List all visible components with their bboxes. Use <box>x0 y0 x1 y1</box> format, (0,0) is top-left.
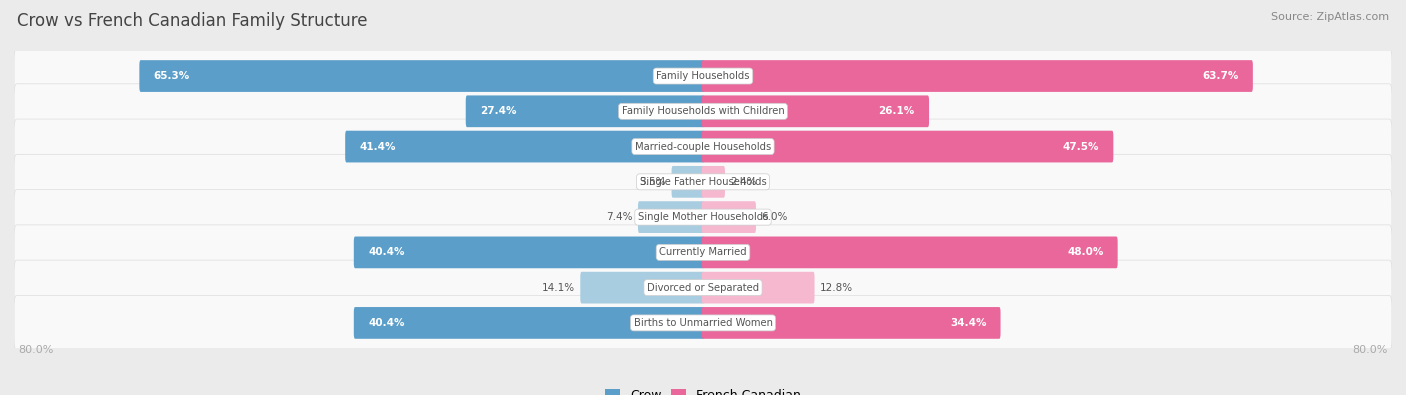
Text: 3.5%: 3.5% <box>640 177 666 187</box>
Text: Family Households: Family Households <box>657 71 749 81</box>
FancyBboxPatch shape <box>14 295 1392 350</box>
Legend: Crow, French Canadian: Crow, French Canadian <box>600 384 806 395</box>
Text: Family Households with Children: Family Households with Children <box>621 106 785 116</box>
FancyBboxPatch shape <box>139 60 704 92</box>
FancyBboxPatch shape <box>14 260 1392 315</box>
Text: Married-couple Households: Married-couple Households <box>636 141 770 152</box>
Text: 2.4%: 2.4% <box>731 177 756 187</box>
Text: 26.1%: 26.1% <box>879 106 915 116</box>
FancyBboxPatch shape <box>14 190 1392 245</box>
FancyBboxPatch shape <box>581 272 704 303</box>
Text: 41.4%: 41.4% <box>360 141 396 152</box>
FancyBboxPatch shape <box>354 307 704 339</box>
Text: 48.0%: 48.0% <box>1067 247 1104 258</box>
Text: Divorced or Separated: Divorced or Separated <box>647 283 759 293</box>
FancyBboxPatch shape <box>465 96 704 127</box>
FancyBboxPatch shape <box>702 96 929 127</box>
FancyBboxPatch shape <box>14 225 1392 280</box>
FancyBboxPatch shape <box>702 237 1118 268</box>
FancyBboxPatch shape <box>14 84 1392 139</box>
Text: 6.0%: 6.0% <box>762 212 787 222</box>
Text: 7.4%: 7.4% <box>606 212 633 222</box>
FancyBboxPatch shape <box>14 119 1392 174</box>
FancyBboxPatch shape <box>702 166 725 198</box>
FancyBboxPatch shape <box>672 166 704 198</box>
Text: 40.4%: 40.4% <box>368 318 405 328</box>
FancyBboxPatch shape <box>14 49 1392 103</box>
Text: 12.8%: 12.8% <box>820 283 853 293</box>
Text: 65.3%: 65.3% <box>153 71 190 81</box>
Text: Single Mother Households: Single Mother Households <box>638 212 768 222</box>
FancyBboxPatch shape <box>702 131 1114 162</box>
Text: Crow vs French Canadian Family Structure: Crow vs French Canadian Family Structure <box>17 12 367 30</box>
Text: 47.5%: 47.5% <box>1063 141 1099 152</box>
Text: Source: ZipAtlas.com: Source: ZipAtlas.com <box>1271 12 1389 22</box>
Text: 63.7%: 63.7% <box>1202 71 1239 81</box>
Text: 80.0%: 80.0% <box>1353 345 1388 355</box>
Text: 27.4%: 27.4% <box>479 106 516 116</box>
Text: Births to Unmarried Women: Births to Unmarried Women <box>634 318 772 328</box>
Text: Currently Married: Currently Married <box>659 247 747 258</box>
Text: 80.0%: 80.0% <box>18 345 53 355</box>
FancyBboxPatch shape <box>638 201 704 233</box>
Text: 34.4%: 34.4% <box>950 318 987 328</box>
Text: 14.1%: 14.1% <box>541 283 575 293</box>
FancyBboxPatch shape <box>346 131 704 162</box>
FancyBboxPatch shape <box>14 154 1392 209</box>
FancyBboxPatch shape <box>702 307 1001 339</box>
FancyBboxPatch shape <box>702 201 756 233</box>
FancyBboxPatch shape <box>702 272 814 303</box>
FancyBboxPatch shape <box>702 60 1253 92</box>
Text: 40.4%: 40.4% <box>368 247 405 258</box>
Text: Single Father Households: Single Father Households <box>640 177 766 187</box>
FancyBboxPatch shape <box>354 237 704 268</box>
